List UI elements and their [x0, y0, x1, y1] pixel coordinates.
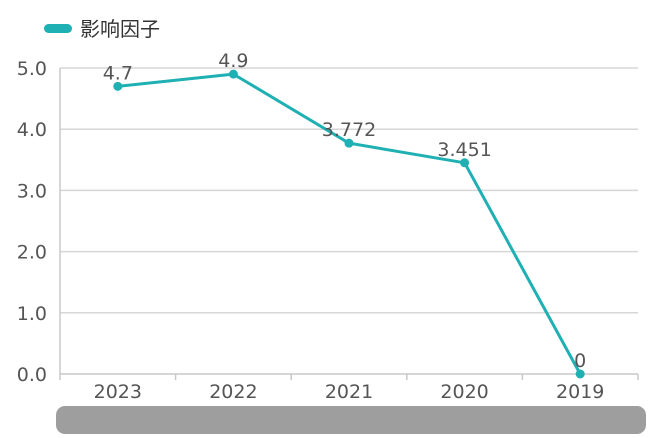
bottom-scroll-bar [56, 406, 646, 434]
data-point [228, 69, 238, 79]
data-label: 3.451 [437, 139, 491, 161]
y-tick-label: 2.0 [17, 242, 47, 264]
label-layer: 4.7 4.9 3.772 3.451 0 [103, 50, 587, 372]
x-tick-label: 2019 [556, 381, 604, 403]
x-tick-label: 2023 [94, 381, 142, 403]
series-layer [113, 69, 585, 379]
y-tick-label: 0.0 [17, 364, 47, 386]
y-tick-label: 4.0 [17, 119, 47, 141]
data-point [460, 158, 470, 168]
data-point [344, 138, 354, 148]
y-tick-label: 5.0 [17, 58, 47, 80]
legend-swatch [44, 24, 72, 33]
data-label: 4.7 [103, 62, 133, 84]
legend: 影响因子 [44, 17, 160, 41]
data-label: 0 [574, 350, 586, 372]
data-label: 4.9 [218, 50, 248, 72]
data-point [113, 81, 123, 91]
x-tick-label: 2020 [440, 381, 488, 403]
data-point [575, 369, 585, 379]
x-tick-label: 2021 [325, 381, 373, 403]
grid-layer [60, 67, 638, 314]
y-tick-label: 3.0 [17, 180, 47, 202]
data-label: 3.772 [322, 119, 376, 141]
axis-layer: 0.0 1.0 2.0 3.0 4.0 5.0 2023 2022 2021 2020 2019 [17, 58, 639, 403]
y-tick-label: 1.0 [17, 303, 47, 325]
legend-label: 影响因子 [80, 17, 160, 41]
x-tick-label: 2022 [209, 381, 257, 403]
